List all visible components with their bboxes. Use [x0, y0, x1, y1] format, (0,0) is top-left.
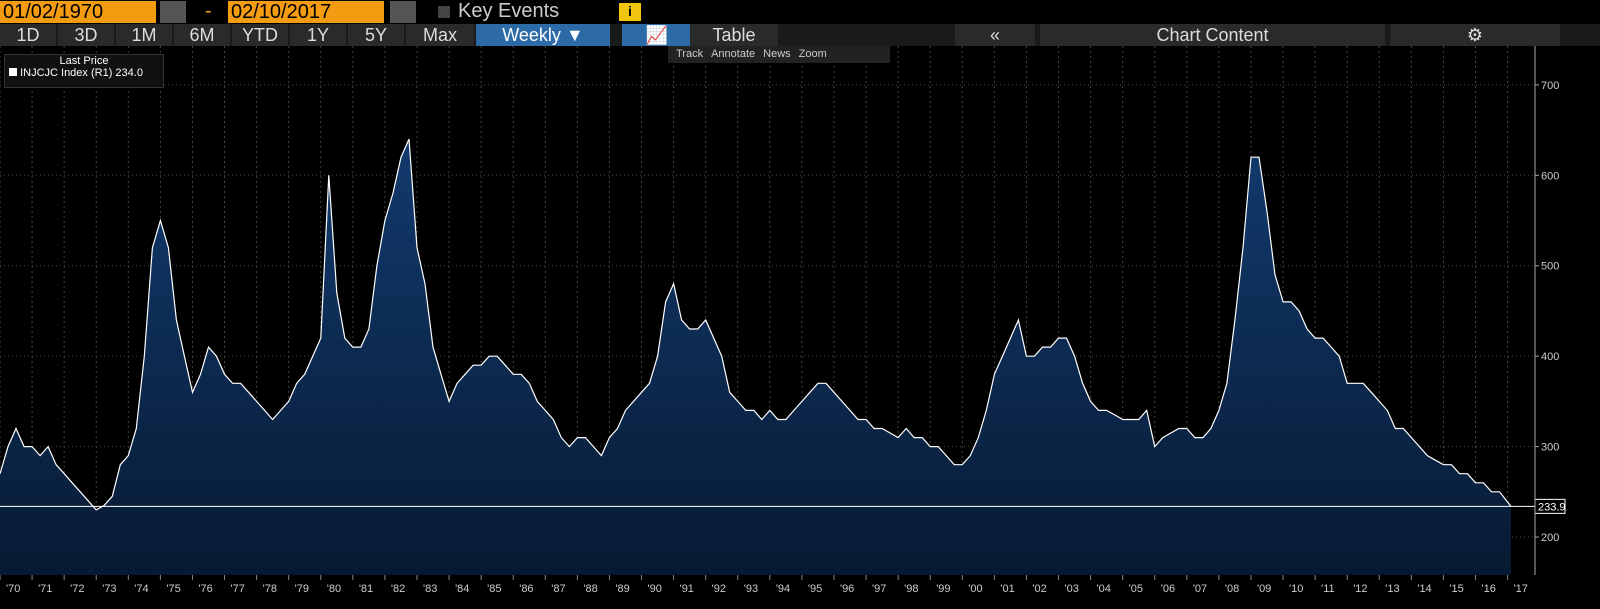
x-tick-label: '97	[872, 583, 886, 595]
legend: Last Price INJCJC Index (R1) 234.0	[4, 54, 164, 88]
x-tick-label: '75	[166, 583, 180, 595]
x-tick-label: '84	[455, 583, 469, 595]
start-date[interactable]: 01/02/1970	[0, 1, 156, 23]
x-tick-label: '86	[519, 583, 533, 595]
settings-button[interactable]: ⚙	[1390, 24, 1560, 46]
frequency: Weekly	[502, 25, 561, 45]
chart-icon[interactable]: 📈	[622, 24, 692, 46]
x-tick-label: '17	[1514, 583, 1528, 595]
x-tick-label: '74	[134, 583, 148, 595]
calendar-button[interactable]	[390, 1, 416, 23]
chart-content-button[interactable]: Chart Content	[1040, 24, 1385, 46]
x-tick-label: '14	[1417, 583, 1431, 595]
legend-title: Last Price	[59, 55, 109, 67]
y-tick-label: 600	[1541, 170, 1559, 182]
x-tick-label: '79	[295, 583, 309, 595]
x-tick-label: '03	[1065, 583, 1079, 595]
range-button[interactable]: 1D	[0, 24, 56, 46]
frequency-dropdown[interactable]: Weekly ▼	[476, 24, 610, 46]
x-tick-label: '11	[1321, 583, 1335, 595]
x-tick-label: '71	[38, 583, 52, 595]
x-tick-label: '76	[198, 583, 212, 595]
x-tick-label: '01	[1000, 583, 1014, 595]
table-button[interactable]: Table	[690, 24, 778, 46]
x-tick-label: '05	[1129, 583, 1143, 595]
tool-button[interactable]: Annotate	[711, 48, 756, 60]
area-fill	[0, 139, 1511, 575]
checkbox[interactable]	[438, 6, 450, 18]
last-price-label: 233.9	[1538, 501, 1566, 513]
dash: -	[205, 0, 212, 22]
collapse-button[interactable]: «	[955, 24, 1035, 46]
x-tick-label: '04	[1097, 583, 1111, 595]
key-events[interactable]: Key Events	[458, 0, 560, 22]
range-button[interactable]: 1Y	[290, 24, 346, 46]
y-tick-label: 400	[1541, 351, 1559, 363]
x-tick-label: '99	[936, 583, 950, 595]
x-tick-label: '81	[359, 583, 373, 595]
x-tick-label: '72	[70, 583, 84, 595]
end-date[interactable]: 02/10/2017	[228, 1, 384, 23]
tool-button[interactable]: Zoom	[798, 48, 827, 60]
tool-button[interactable]: News	[763, 48, 791, 60]
info-icon[interactable]: i	[619, 3, 641, 21]
x-tick-label: '15	[1449, 583, 1463, 595]
x-tick-label: '78	[263, 583, 277, 595]
calendar-button[interactable]	[160, 1, 186, 23]
x-tick-label: '89	[615, 583, 629, 595]
y-tick-label: 700	[1541, 80, 1559, 92]
x-tick-label: '08	[1225, 583, 1239, 595]
legend-entry: INJCJC Index (R1) 234.0	[5, 67, 163, 79]
x-tick-label: '12	[1353, 583, 1367, 595]
x-tick-label: '06	[1161, 583, 1175, 595]
x-tick-label: '77	[231, 583, 245, 595]
x-tick-label: '94	[776, 583, 790, 595]
x-tick-label: '70	[6, 583, 20, 595]
x-tick-label: '82	[391, 583, 405, 595]
x-tick-label: '83	[423, 583, 437, 595]
x-tick-label: '87	[551, 583, 565, 595]
x-tick-label: '09	[1257, 583, 1271, 595]
x-tick-label: '16	[1482, 583, 1496, 595]
y-tick-label: 500	[1541, 261, 1559, 273]
price-line	[0, 138, 1512, 511]
x-tick-label: '73	[102, 583, 116, 595]
x-tick-label: '13	[1385, 583, 1399, 595]
x-tick-label: '98	[904, 583, 918, 595]
y-tick-label: 200	[1541, 532, 1559, 544]
chart-tools: Track Annotate News Zoom	[668, 46, 890, 63]
range-button[interactable]: 5Y	[348, 24, 404, 46]
x-tick-label: '92	[712, 583, 726, 595]
range-button[interactable]: 6M	[174, 24, 230, 46]
range-button[interactable]: YTD	[232, 24, 288, 46]
x-tick-label: '07	[1193, 583, 1207, 595]
range-button[interactable]: 1M	[116, 24, 172, 46]
x-tick-label: '96	[840, 583, 854, 595]
x-tick-label: '85	[487, 583, 501, 595]
x-tick-label: '95	[808, 583, 822, 595]
x-tick-label: '88	[583, 583, 597, 595]
x-tick-label: '00	[968, 583, 982, 595]
legend-text: INJCJC Index (R1) 234.0	[20, 67, 143, 79]
x-tick-label: '90	[648, 583, 662, 595]
x-tick-label: '10	[1289, 583, 1303, 595]
range-button[interactable]: Max	[406, 24, 474, 46]
x-tick-label: '02	[1032, 583, 1046, 595]
range-button[interactable]: 3D	[58, 24, 114, 46]
y-tick-label: 300	[1541, 442, 1559, 454]
x-tick-label: '80	[327, 583, 341, 595]
tool-button[interactable]: Track	[676, 48, 704, 60]
x-tick-label: '93	[744, 583, 758, 595]
x-tick-label: '91	[680, 583, 694, 595]
